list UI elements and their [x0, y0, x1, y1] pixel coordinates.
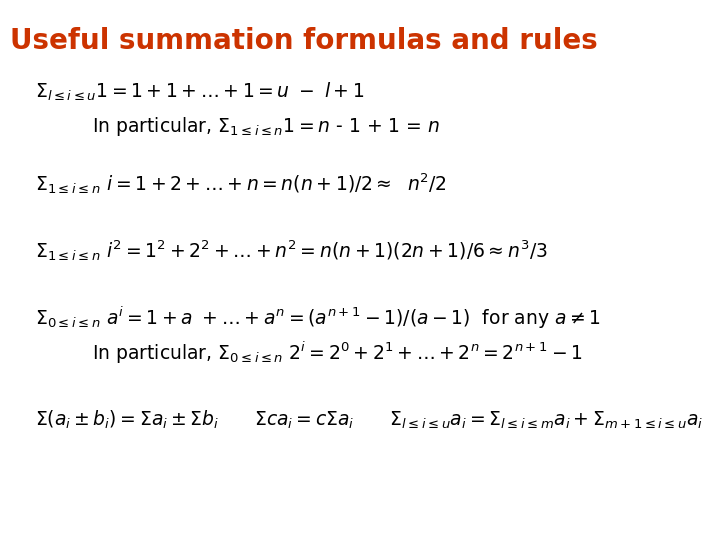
Text: Useful summation formulas and rules: Useful summation formulas and rules — [10, 27, 598, 55]
Text: $\Sigma_{1 \leq i \leq n} \ i = 1+2+\ldots+n = n(n+1)/2 \approx \ \ n^2/2$: $\Sigma_{1 \leq i \leq n} \ i = 1+2+\ldo… — [35, 171, 446, 196]
Text: $\Sigma_{l \leq i \leq u}1 = 1+1+\ldots+1 = u \ - \ l + 1$: $\Sigma_{l \leq i \leq u}1 = 1+1+\ldots+… — [35, 80, 364, 103]
Text: In particular, $\Sigma_{1 \leq i \leq n}1 = n$ - 1 + 1 = $n$: In particular, $\Sigma_{1 \leq i \leq n}… — [92, 115, 440, 138]
Text: In particular, $\Sigma_{0 \leq i \leq n} \ 2^i = 2^0 + 2^1 +\ldots+ 2^n = 2^{n+1: In particular, $\Sigma_{0 \leq i \leq n}… — [92, 340, 582, 366]
Text: $\Sigma_{1 \leq i \leq n} \ i^2 = 1^2+2^2+\ldots+n^2 = n(n+1)(2n+1)/6 \approx n^: $\Sigma_{1 \leq i \leq n} \ i^2 = 1^2+2^… — [35, 238, 547, 263]
Text: $\Sigma(a_i \pm b_i) = \Sigma a_i \pm \Sigma b_i \quad\quad \Sigma ca_i = c\Sigm: $\Sigma(a_i \pm b_i) = \Sigma a_i \pm \S… — [35, 409, 703, 431]
Text: $\Sigma_{0 \leq i \leq n} \ a^i = 1 + a \ +\ldots+ a^n = (a^{n+1} - 1)/(a - 1)$ : $\Sigma_{0 \leq i \leq n} \ a^i = 1 + a … — [35, 305, 600, 331]
